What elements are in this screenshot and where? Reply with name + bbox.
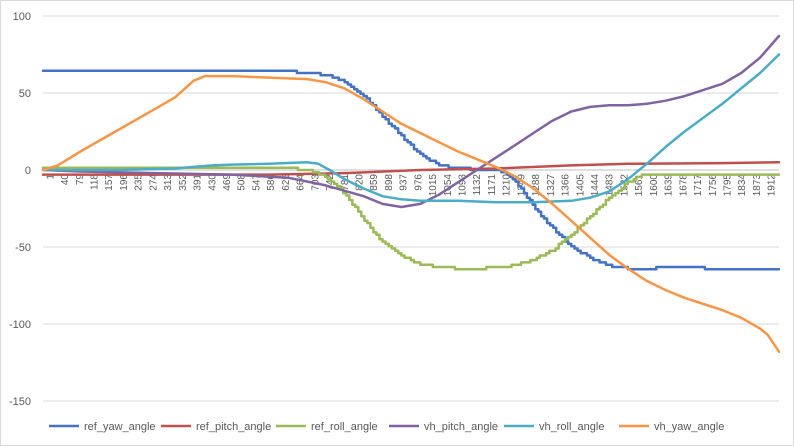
legend-label: vh_yaw_angle: [654, 421, 724, 433]
x-tick-label: 1249: [516, 174, 527, 197]
y-tick-label: 100: [13, 11, 31, 23]
x-tick-label: 1873: [752, 174, 763, 197]
y-tick-label: -100: [9, 319, 31, 331]
x-tick-label: 781: [340, 174, 351, 191]
x-tick-label: 898: [384, 174, 395, 191]
x-tick-label: 625: [281, 174, 292, 191]
x-tick-label: 820: [354, 174, 365, 191]
x-tick-label: 1756: [708, 174, 719, 197]
legend-label: ref_yaw_angle: [84, 421, 156, 433]
y-tick-label: -150: [9, 396, 31, 408]
x-tick-label: 469: [222, 174, 233, 191]
axes: 100 50 0 -50 -100 -150 1 40 79 118 157 196 235 274 313…: [9, 11, 779, 408]
x-tick-label: 976: [413, 174, 424, 191]
x-tick-label: 1210: [502, 174, 513, 197]
legend: ref_yaw_angle ref_pitch_angle ref_roll_ang…: [49, 421, 724, 433]
legend-label: vh_pitch_angle: [424, 421, 498, 433]
legend-label: vh_roll_angle: [539, 421, 604, 433]
x-tick-label: 1171: [487, 174, 498, 196]
x-tick-label: 391: [193, 174, 204, 191]
x-tick-label: 1: [45, 174, 56, 180]
x-tick-label: 664: [296, 174, 307, 191]
legend-label: ref_pitch_angle: [196, 421, 271, 433]
x-tick-label: 586: [266, 174, 277, 191]
x-tick-label: 859: [369, 174, 380, 191]
series-line-vh-roll-angle: [41, 53, 781, 204]
x-tick-label: 79: [75, 174, 86, 186]
x-tick-label: 1795: [722, 174, 733, 197]
x-tick-label: 1834: [737, 174, 748, 197]
x-tick-label: 1132: [472, 174, 483, 196]
x-tick-label: 1600: [649, 174, 660, 197]
x-tick-label: 1405: [575, 174, 586, 197]
x-tick-label: 196: [119, 174, 130, 191]
series-line-vh-pitch-angle: [41, 34, 781, 209]
x-tick-label: 1093: [458, 174, 469, 197]
x-tick-label: 313: [163, 174, 174, 191]
x-tick-label: 1912: [767, 174, 778, 197]
series-lines: [41, 34, 781, 353]
x-tick-label: 1561: [634, 174, 645, 197]
x-tick-label: 1327: [546, 174, 557, 197]
x-tick-label: 352: [178, 174, 189, 191]
x-tick-label: 430: [207, 174, 218, 191]
y-tick-label: -50: [15, 242, 31, 254]
series-line-ref-roll-angle: [41, 166, 781, 271]
y-tick-label: 0: [25, 165, 31, 177]
x-tick-label: 40: [60, 174, 71, 186]
x-tick-label: 274: [148, 174, 159, 191]
x-tick-label: 1366: [561, 174, 572, 197]
x-tick-label: 118: [90, 174, 101, 190]
x-tick-label: 1717: [693, 174, 704, 197]
x-tick-label: 1015: [428, 174, 439, 197]
x-tick-label: 1288: [531, 174, 542, 197]
x-tick-label: 235: [134, 174, 145, 191]
x-tick-label: 1054: [443, 174, 454, 197]
x-tick-label: 1483: [605, 174, 616, 197]
x-tick-label: 1444: [590, 174, 601, 197]
gridlines: [43, 15, 779, 402]
y-tick-label: 50: [19, 88, 31, 100]
x-tick-label: 508: [237, 174, 248, 191]
series-line-vh-yaw-angle: [41, 74, 781, 353]
x-tick-label: 937: [399, 174, 410, 191]
x-tick-label: 1639: [664, 174, 675, 197]
legend-label: ref_roll_angle: [311, 421, 378, 433]
x-tick-label: 157: [104, 174, 115, 191]
x-tick-label: 547: [251, 174, 262, 191]
x-tick-label: 1678: [678, 174, 689, 197]
